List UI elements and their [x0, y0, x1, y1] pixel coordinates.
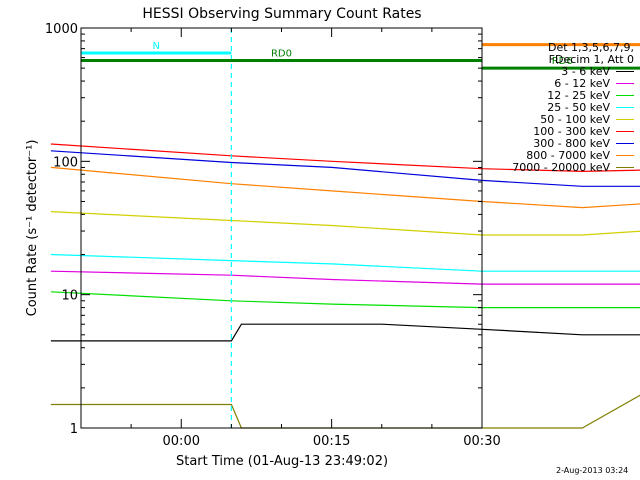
flag-label: RD6 — [552, 56, 573, 67]
x-axis-label: Start Time (01-Aug-13 23:49:02) — [176, 454, 388, 469]
legend-entry: 100 - 300 keV — [492, 126, 634, 138]
series-line — [50, 253, 640, 272]
legend-swatch — [616, 82, 634, 84]
y-tick-label: 1 — [70, 422, 78, 437]
chart-title: HESSI Observing Summary Count Rates — [142, 6, 421, 22]
legend-swatch — [616, 142, 634, 144]
x-tick-label: 00:30 — [463, 434, 500, 449]
legend-swatch — [616, 154, 634, 156]
legend-entry: 7000 - 20000 keV — [492, 162, 634, 174]
x-tick-label: 00:00 — [163, 434, 200, 449]
legend-entry-label: 6 - 12 keV — [554, 77, 610, 90]
legend-swatch — [616, 106, 634, 108]
series-line — [50, 394, 640, 429]
legend-entry: 50 - 100 keV — [492, 114, 634, 126]
legend: Det 1,3,5,6,7,9, FDecim 1, Att 0 3 - 6 k… — [492, 42, 634, 174]
legend-entry: 25 - 50 keV — [492, 102, 634, 114]
legend-entry: 6 - 12 keV — [492, 78, 634, 90]
legend-entry-label: 25 - 50 keV — [547, 101, 610, 114]
legend-entry-label: 50 - 100 keV — [540, 113, 610, 126]
legend-swatch — [616, 118, 634, 120]
legend-entry: 12 - 25 keV — [492, 90, 634, 102]
y-tick-label: 100 — [53, 155, 78, 170]
legend-entry-label: 12 - 25 keV — [547, 89, 610, 102]
series-line — [50, 291, 640, 309]
series-line — [50, 150, 640, 187]
legend-entry-label: 7000 - 20000 keV — [512, 161, 610, 174]
x-tick-label: 00:15 — [313, 434, 350, 449]
legend-swatch — [616, 130, 634, 132]
series-line — [50, 211, 640, 236]
y-tick-label: 10 — [61, 289, 78, 304]
legend-entry-label: 100 - 300 keV — [533, 125, 610, 138]
legend-header-decimation: FDecim 1, Att 0 — [548, 53, 634, 66]
series-line — [50, 323, 640, 342]
legend-entry-label: 3 - 6 keV — [561, 65, 610, 78]
legend-rows: 3 - 6 keV 6 - 12 keV 12 - 25 keV 25 - 50 ke… — [492, 66, 634, 174]
legend-entry-label: 300 - 800 keV — [533, 137, 610, 150]
legend-swatch — [616, 70, 634, 72]
y-tick-label: 1000 — [45, 22, 78, 37]
legend-entry: 3 - 6 keV — [492, 66, 634, 78]
legend-entry-label: 800 - 7000 keV — [526, 149, 610, 162]
legend-entry: 300 - 800 keV — [492, 138, 634, 150]
series-line — [50, 143, 640, 173]
series-line — [50, 270, 640, 285]
generated-timestamp: 2-Aug-2013 03:24 — [556, 466, 629, 475]
annotation-layer: NRD0RD6S — [81, 28, 640, 428]
legend-entry: 800 - 7000 keV — [492, 150, 634, 162]
legend-swatch — [616, 166, 634, 168]
flag-label: N — [152, 41, 159, 52]
axis-layer: 00:00 00:15 00:30 1 10 100 1000 — [45, 22, 501, 449]
series-line — [50, 166, 640, 209]
y-axis-label: Count Rate (s⁻¹ detector⁻¹) — [25, 140, 40, 317]
legend-header-detectors: Det 1,3,5,6,7,9, — [547, 41, 634, 54]
flag-label: RD0 — [271, 49, 292, 60]
data-layer — [50, 143, 640, 429]
legend-swatch — [616, 94, 634, 96]
